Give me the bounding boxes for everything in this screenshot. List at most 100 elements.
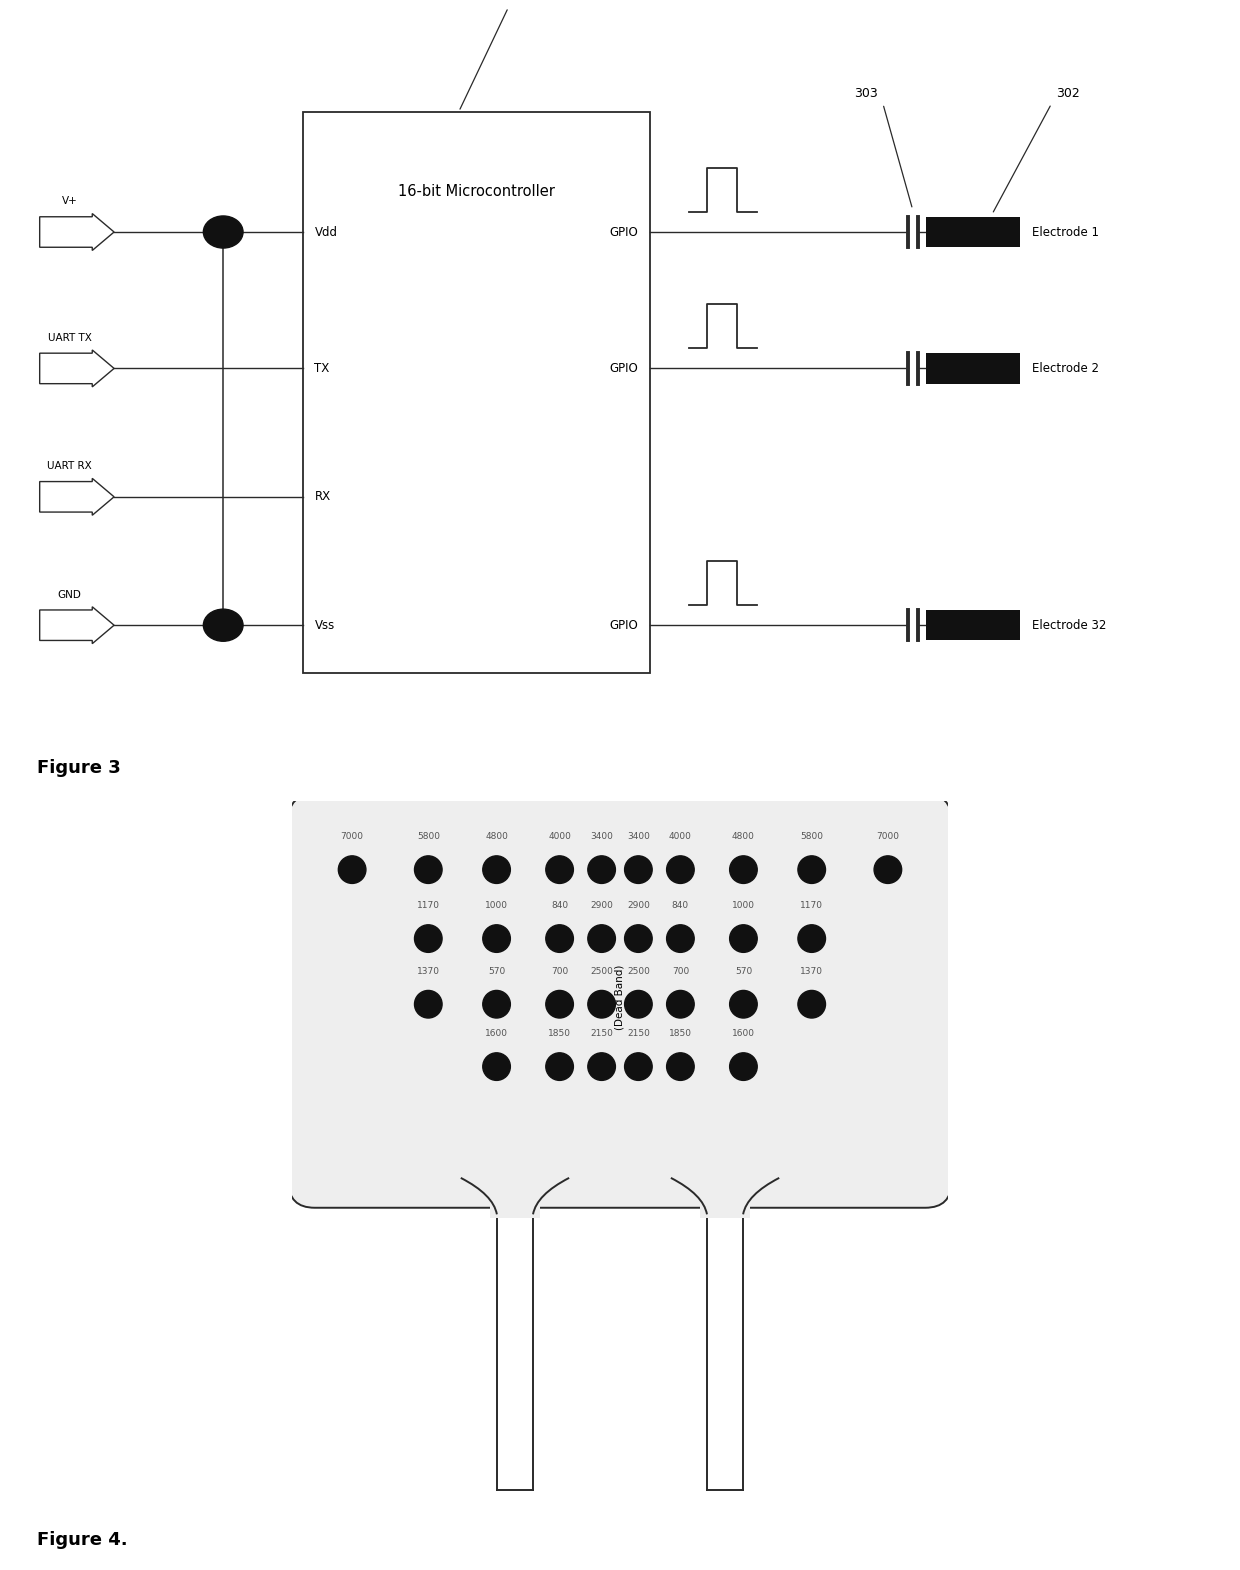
Circle shape xyxy=(588,991,615,1017)
Bar xyxy=(925,353,1019,383)
Text: Electrode 2: Electrode 2 xyxy=(1032,363,1099,375)
Text: 16-bit Microcontroller: 16-bit Microcontroller xyxy=(398,184,554,199)
Circle shape xyxy=(797,991,826,1017)
Circle shape xyxy=(667,925,694,953)
Text: 1850: 1850 xyxy=(668,1030,692,1038)
Text: GPIO: GPIO xyxy=(609,619,637,631)
Polygon shape xyxy=(40,214,114,251)
Text: Vdd: Vdd xyxy=(315,226,337,239)
Text: GND: GND xyxy=(57,589,82,600)
Circle shape xyxy=(414,925,443,953)
Circle shape xyxy=(797,856,826,884)
Text: Vss: Vss xyxy=(315,619,335,631)
Circle shape xyxy=(482,925,511,953)
Text: GPIO: GPIO xyxy=(609,226,637,239)
Circle shape xyxy=(874,856,901,884)
Text: 4000: 4000 xyxy=(668,832,692,842)
Polygon shape xyxy=(40,606,114,644)
Text: 2150: 2150 xyxy=(627,1030,650,1038)
Text: 700: 700 xyxy=(672,967,689,977)
Text: 2900: 2900 xyxy=(627,901,650,911)
Circle shape xyxy=(667,1053,694,1080)
Text: UART RX: UART RX xyxy=(47,462,92,471)
Circle shape xyxy=(729,991,758,1017)
Text: Figure 4.: Figure 4. xyxy=(37,1531,128,1548)
Circle shape xyxy=(546,1053,573,1080)
Text: 1000: 1000 xyxy=(485,901,508,911)
Text: 5800: 5800 xyxy=(800,832,823,842)
Text: 4800: 4800 xyxy=(485,832,508,842)
Circle shape xyxy=(339,856,366,884)
Text: 4800: 4800 xyxy=(732,832,755,842)
Circle shape xyxy=(729,1053,758,1080)
Text: 3400: 3400 xyxy=(590,832,613,842)
Circle shape xyxy=(546,856,573,884)
Circle shape xyxy=(203,609,243,641)
Text: Electrode 1: Electrode 1 xyxy=(1032,226,1099,239)
Text: RX: RX xyxy=(315,490,331,504)
Text: Electrode 32: Electrode 32 xyxy=(1032,619,1106,631)
Circle shape xyxy=(482,1053,511,1080)
Circle shape xyxy=(588,1053,615,1080)
Circle shape xyxy=(203,217,243,248)
Circle shape xyxy=(625,856,652,884)
Text: 301: 301 xyxy=(513,0,537,3)
Circle shape xyxy=(546,991,573,1017)
Bar xyxy=(925,217,1019,246)
Text: GPIO: GPIO xyxy=(609,363,637,375)
Circle shape xyxy=(482,856,511,884)
Text: 303: 303 xyxy=(854,86,878,99)
Circle shape xyxy=(625,925,652,953)
Text: 1600: 1600 xyxy=(485,1030,508,1038)
Circle shape xyxy=(625,1053,652,1080)
Bar xyxy=(925,611,1019,641)
Text: 570: 570 xyxy=(735,967,751,977)
Bar xyxy=(303,111,650,674)
Circle shape xyxy=(797,925,826,953)
Circle shape xyxy=(667,991,694,1017)
Text: 4000: 4000 xyxy=(548,832,572,842)
Text: 1370: 1370 xyxy=(800,967,823,977)
Text: 2150: 2150 xyxy=(590,1030,613,1038)
Text: V+: V+ xyxy=(62,196,77,206)
Text: 2500: 2500 xyxy=(627,967,650,977)
Circle shape xyxy=(414,856,443,884)
FancyBboxPatch shape xyxy=(289,794,951,1207)
Text: 700: 700 xyxy=(551,967,568,977)
Circle shape xyxy=(482,991,511,1017)
Circle shape xyxy=(625,991,652,1017)
Text: 570: 570 xyxy=(489,967,505,977)
Circle shape xyxy=(588,925,615,953)
Circle shape xyxy=(215,225,232,239)
Text: 7000: 7000 xyxy=(341,832,363,842)
Text: 840: 840 xyxy=(672,901,689,911)
Text: 5800: 5800 xyxy=(417,832,440,842)
Polygon shape xyxy=(40,479,114,515)
Circle shape xyxy=(588,856,615,884)
Text: (Dead Band): (Dead Band) xyxy=(615,966,625,1030)
Text: 840: 840 xyxy=(551,901,568,911)
Circle shape xyxy=(729,856,758,884)
Circle shape xyxy=(414,991,443,1017)
Bar xyxy=(490,1174,539,1218)
Text: 1850: 1850 xyxy=(548,1030,572,1038)
Text: UART TX: UART TX xyxy=(47,333,92,342)
Circle shape xyxy=(667,856,694,884)
Text: 1370: 1370 xyxy=(417,967,440,977)
Text: 2900: 2900 xyxy=(590,901,613,911)
Text: 1000: 1000 xyxy=(732,901,755,911)
Text: 1170: 1170 xyxy=(800,901,823,911)
Text: 302: 302 xyxy=(1056,86,1080,99)
Circle shape xyxy=(729,925,758,953)
Text: 2500: 2500 xyxy=(590,967,613,977)
Bar xyxy=(701,1174,750,1218)
Text: 3400: 3400 xyxy=(627,832,650,842)
Text: 1600: 1600 xyxy=(732,1030,755,1038)
Polygon shape xyxy=(40,350,114,386)
Text: 7000: 7000 xyxy=(877,832,899,842)
Circle shape xyxy=(546,925,573,953)
Text: Figure 3: Figure 3 xyxy=(37,760,122,777)
Circle shape xyxy=(215,619,232,633)
Text: 1170: 1170 xyxy=(417,901,440,911)
Text: TX: TX xyxy=(315,363,330,375)
